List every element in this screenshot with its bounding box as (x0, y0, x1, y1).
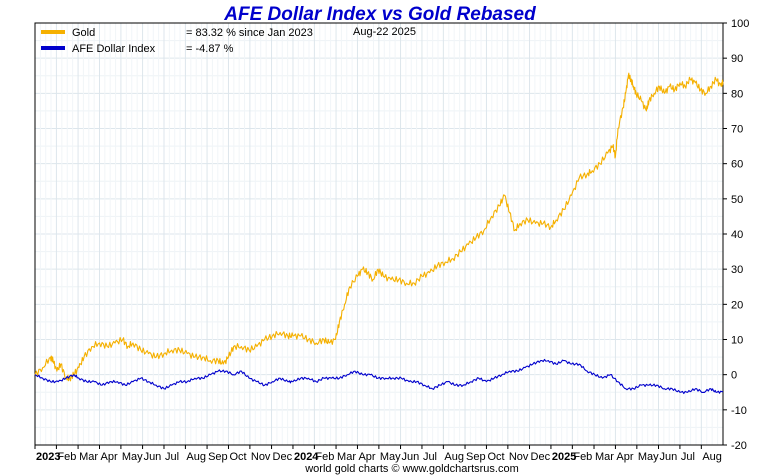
x-tick-label: Oct (229, 451, 246, 463)
legend-series-value: = -4.87 % (186, 43, 234, 55)
x-tick-label: Feb (573, 451, 592, 463)
y-tick-label: 80 (731, 88, 743, 100)
x-tick-label: Jun (144, 451, 162, 463)
x-tick-label: Jul (681, 451, 695, 463)
x-tick-label: May (380, 451, 401, 463)
x-tick-label: Apr (100, 451, 117, 463)
series-line-afe-dollar-index (34, 358, 724, 395)
y-tick-label: 20 (731, 299, 743, 311)
legend: Gold = 83.32 % since Jan 2023 AFE Dollar I… (41, 27, 313, 55)
legend-series-name: AFE Dollar Index (72, 43, 156, 55)
x-tick-label: Apr (358, 451, 375, 463)
y-tick-label: 50 (731, 194, 743, 206)
x-tick-label: Sep (208, 451, 228, 463)
y-tick-label: 10 (731, 335, 743, 347)
y-tick-label: 70 (731, 124, 743, 136)
x-tick-label: Mar (337, 451, 356, 463)
y-axis: -20 -10 0 10 20 30 40 50 60 70 80 90 100 (723, 18, 749, 452)
x-tick-label: Aug (186, 451, 206, 463)
y-tick-label: 60 (731, 159, 743, 171)
x-tick-label: Jun (660, 451, 678, 463)
x-tick-label: Dec (531, 451, 551, 463)
x-tick-label: Oct (487, 451, 504, 463)
series-line-gold (34, 72, 724, 382)
x-tick-label: May (638, 451, 659, 463)
x-tick-label: Nov (251, 451, 271, 463)
x-tick-label: Apr (616, 451, 633, 463)
x-tick-label: Jul (423, 451, 437, 463)
y-tick-label: 90 (731, 53, 743, 65)
x-tick-label: Feb (315, 451, 334, 463)
x-tick-label: Aug (444, 451, 464, 463)
y-tick-label: 40 (731, 229, 743, 241)
chart-title: AFE Dollar Index vs Gold Rebased (223, 4, 536, 25)
y-tick-label: 100 (731, 18, 749, 30)
x-tick-label: Dec (273, 451, 293, 463)
legend-series-value: = 83.32 % since Jan 2023 (186, 27, 313, 39)
x-tick-label: Nov (509, 451, 529, 463)
y-tick-label: -20 (731, 440, 747, 452)
x-tick-label: Aug (702, 451, 722, 463)
grid (34, 22, 723, 446)
x-tick-label-year: 2025 (552, 451, 576, 463)
x-tick-label-year: 2023 (36, 451, 60, 463)
x-tick-label: Feb (57, 451, 76, 463)
x-tick-label: May (122, 451, 143, 463)
x-tick-label: Jul (165, 451, 179, 463)
x-tick-label-year: 2024 (294, 451, 319, 463)
date-label: Aug-22 2025 (353, 26, 416, 38)
y-tick-label: 30 (731, 264, 743, 276)
x-tick-label: Mar (79, 451, 98, 463)
y-tick-label: -10 (731, 405, 747, 417)
series-group (34, 72, 724, 395)
y-tick-label: 0 (731, 370, 737, 382)
credit-text: world gold charts © www.goldchartsrus.co… (304, 463, 519, 475)
x-tick-label: Sep (466, 451, 486, 463)
x-tick-label: Jun (402, 451, 420, 463)
x-tick-label: Mar (595, 451, 614, 463)
legend-series-name: Gold (72, 27, 95, 39)
